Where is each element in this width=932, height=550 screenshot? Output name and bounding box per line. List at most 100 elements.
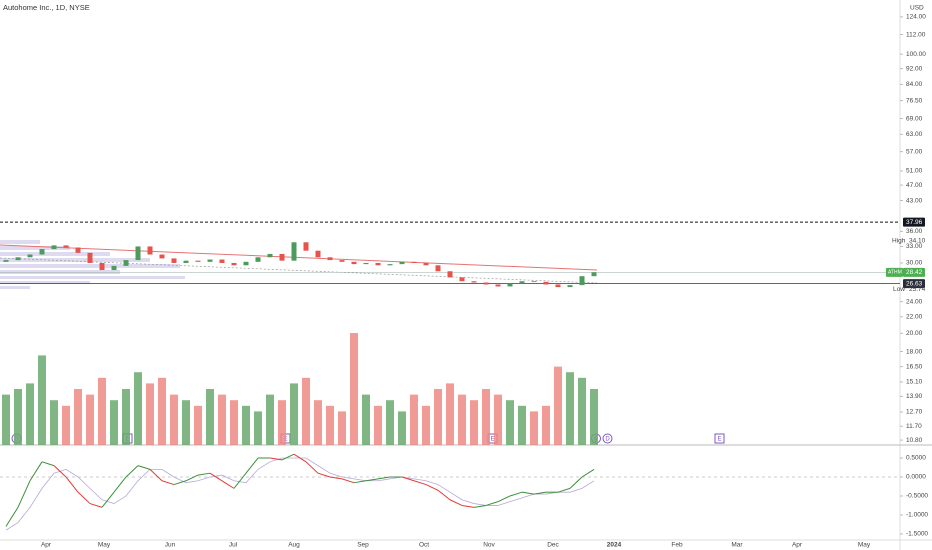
oscillator-segment: [209, 472, 223, 482]
candle-body: [183, 260, 189, 263]
candle-body: [159, 254, 165, 259]
time-label: Dec: [547, 542, 559, 549]
volume-bar: [590, 389, 598, 445]
y-tick-label: -1.5000: [906, 531, 928, 538]
volume-bar: [194, 405, 202, 445]
y-tick-label: 92.00: [906, 65, 923, 72]
y-tick-label: 15.10: [906, 379, 923, 386]
y-tick-label: 22.00: [906, 313, 923, 320]
candle-body: [39, 249, 45, 255]
candle-body: [207, 259, 213, 262]
currency: USD: [910, 5, 924, 12]
candle-body: [279, 253, 285, 261]
time-label: Jul: [229, 542, 238, 549]
y-tick-label: 100.00: [906, 51, 926, 58]
candle-body: [135, 246, 141, 261]
oscillator-segment: [221, 480, 235, 489]
volume-bar: [350, 333, 358, 445]
volume-bar: [50, 400, 58, 445]
level-tag: [903, 279, 925, 289]
candle-body: [219, 259, 225, 263]
oscillator-segment: [533, 491, 547, 495]
volume-bar: [122, 389, 130, 445]
candle-body: [543, 281, 549, 285]
volume-bar: [362, 394, 370, 445]
volume-bar: [338, 411, 346, 445]
volume-bar: [458, 394, 466, 445]
y-tick-label: 124.00: [906, 14, 926, 21]
volume-bar: [386, 400, 394, 445]
oscillator-segment: [425, 484, 439, 491]
time-label: Jun: [165, 542, 176, 549]
time-label: May: [858, 542, 871, 549]
oscillator-segment: [305, 461, 319, 474]
y-tick-label: 0.0000: [906, 474, 926, 481]
candle-body: [459, 277, 465, 282]
oscillator-segment: [437, 489, 451, 501]
oscillator-segment: [65, 476, 79, 493]
candle-body: [51, 245, 57, 250]
volume-bar: [542, 405, 550, 445]
oscillator-segment: [281, 453, 295, 461]
y-tick-label: 112.00: [906, 31, 926, 38]
oscillator-segment: [29, 461, 43, 482]
low-name: Low: [893, 286, 905, 293]
oscillator-segment: [185, 474, 199, 482]
volume-bar: [206, 389, 214, 445]
volume-bar: [290, 383, 298, 445]
oscillator-segment: [485, 501, 499, 506]
volume-bar: [134, 372, 142, 445]
oscillator-segment: [5, 507, 19, 527]
candle-body: [3, 260, 9, 262]
oscillator-segment: [557, 487, 571, 493]
time-label: Sep: [357, 542, 369, 549]
y-tick-label: 24.00: [906, 298, 923, 305]
event-label: E: [490, 437, 494, 443]
oscillator-segment: [521, 491, 535, 495]
volume-bar: [554, 366, 562, 445]
volume-bar: [422, 405, 430, 445]
candle-body: [327, 257, 333, 261]
oscillator-segment: [53, 465, 67, 478]
candle-body: [555, 284, 561, 288]
candle-body: [495, 284, 501, 287]
y-tick-label: 84.00: [906, 81, 923, 88]
event-badge[interactable]: [602, 433, 613, 444]
candle-body: [15, 257, 21, 261]
event-badge[interactable]: [714, 433, 725, 444]
candle-body: [171, 258, 177, 263]
volume-bar: [14, 389, 22, 445]
volume-bar: [530, 411, 538, 445]
oscillator-segment: [197, 472, 211, 476]
oscillator-segment: [233, 472, 247, 489]
y-tick-label: 57.00: [906, 148, 923, 155]
volume-bar: [26, 383, 34, 445]
low-value: 25.74: [909, 286, 926, 293]
oscillator-segment: [473, 504, 487, 508]
candle-body: [423, 262, 429, 266]
y-tick-label: 10.80: [906, 437, 923, 444]
candle-body: [483, 282, 489, 285]
oscillator-segment: [293, 453, 307, 463]
time-label: Feb: [671, 542, 683, 549]
y-tick-label: 11.70: [906, 423, 922, 430]
y-tick-label: -1.0000: [906, 512, 928, 519]
candle-body: [351, 261, 357, 265]
candle-body: [99, 262, 105, 271]
candle-body: [507, 283, 513, 287]
candle-body: [435, 265, 441, 272]
y-tick-label: 18.00: [906, 348, 923, 355]
candle-body: [531, 281, 537, 283]
candle-body: [447, 271, 453, 278]
candle-body: [195, 260, 201, 262]
y-tick-label: 16.50: [906, 363, 923, 370]
oscillator-segment: [401, 476, 415, 482]
oscillator-segment: [77, 491, 91, 504]
oscillator-segment: [101, 491, 115, 508]
y-tick-label: 0.5000: [906, 455, 926, 462]
y-tick-label: 30.00: [906, 260, 923, 267]
volume-bar: [38, 355, 46, 445]
volume-bar: [494, 394, 502, 445]
time-label: 2024: [607, 542, 622, 549]
